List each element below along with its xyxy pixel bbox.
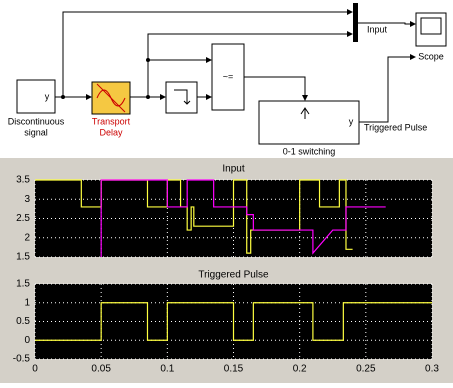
x-tick-label: 0.1 (160, 364, 174, 375)
block-label: 0-1 switching (283, 146, 336, 156)
block-label: Discontinuous (8, 116, 65, 126)
y-tick-label: 1 (24, 297, 30, 308)
x-tick-label: 0.2 (293, 364, 307, 375)
mux-block[interactable] (353, 3, 358, 42)
source-block[interactable] (16, 79, 56, 114)
block-label: Transport (92, 116, 131, 126)
block-label: Scope (418, 51, 444, 61)
x-tick-label: 0.15 (224, 364, 244, 375)
y-tick-label: 0 (24, 335, 30, 346)
relop-block[interactable] (211, 43, 245, 111)
y-tick-label: 1.5 (16, 279, 30, 290)
subsystem-block[interactable] (258, 100, 360, 145)
y-tick-label: -0.5 (13, 354, 31, 365)
x-tick-label: 0.05 (91, 364, 111, 375)
relop-symbol: ~= (223, 71, 234, 81)
model-diagram: y Discontinuous signal Transport Delay ~… (8, 3, 447, 156)
port-label: y (349, 116, 354, 126)
y-tick-label: 3.5 (16, 175, 30, 186)
x-tick-label: 0.3 (425, 364, 439, 375)
trace (35, 302, 432, 341)
block-label: Delay (99, 127, 123, 137)
x-tick-label: 0 (32, 364, 38, 375)
signal-label: Input (367, 24, 388, 34)
y-tick-label: 3 (24, 194, 30, 205)
port-label: y (45, 91, 50, 101)
plot-title: Input (222, 164, 244, 175)
block-label: signal (24, 127, 48, 137)
y-tick-label: 1.5 (16, 252, 30, 263)
y-tick-label: 2 (24, 232, 30, 243)
signal-label: Triggered Pulse (364, 122, 427, 132)
trace (100, 179, 386, 257)
plot-title: Triggered Pulse (198, 270, 269, 281)
y-tick-label: 2.5 (16, 213, 30, 224)
memory-block[interactable] (165, 81, 198, 114)
x-tick-label: 0.25 (356, 364, 376, 375)
trace (35, 179, 353, 254)
y-tick-label: 0.5 (16, 316, 30, 327)
